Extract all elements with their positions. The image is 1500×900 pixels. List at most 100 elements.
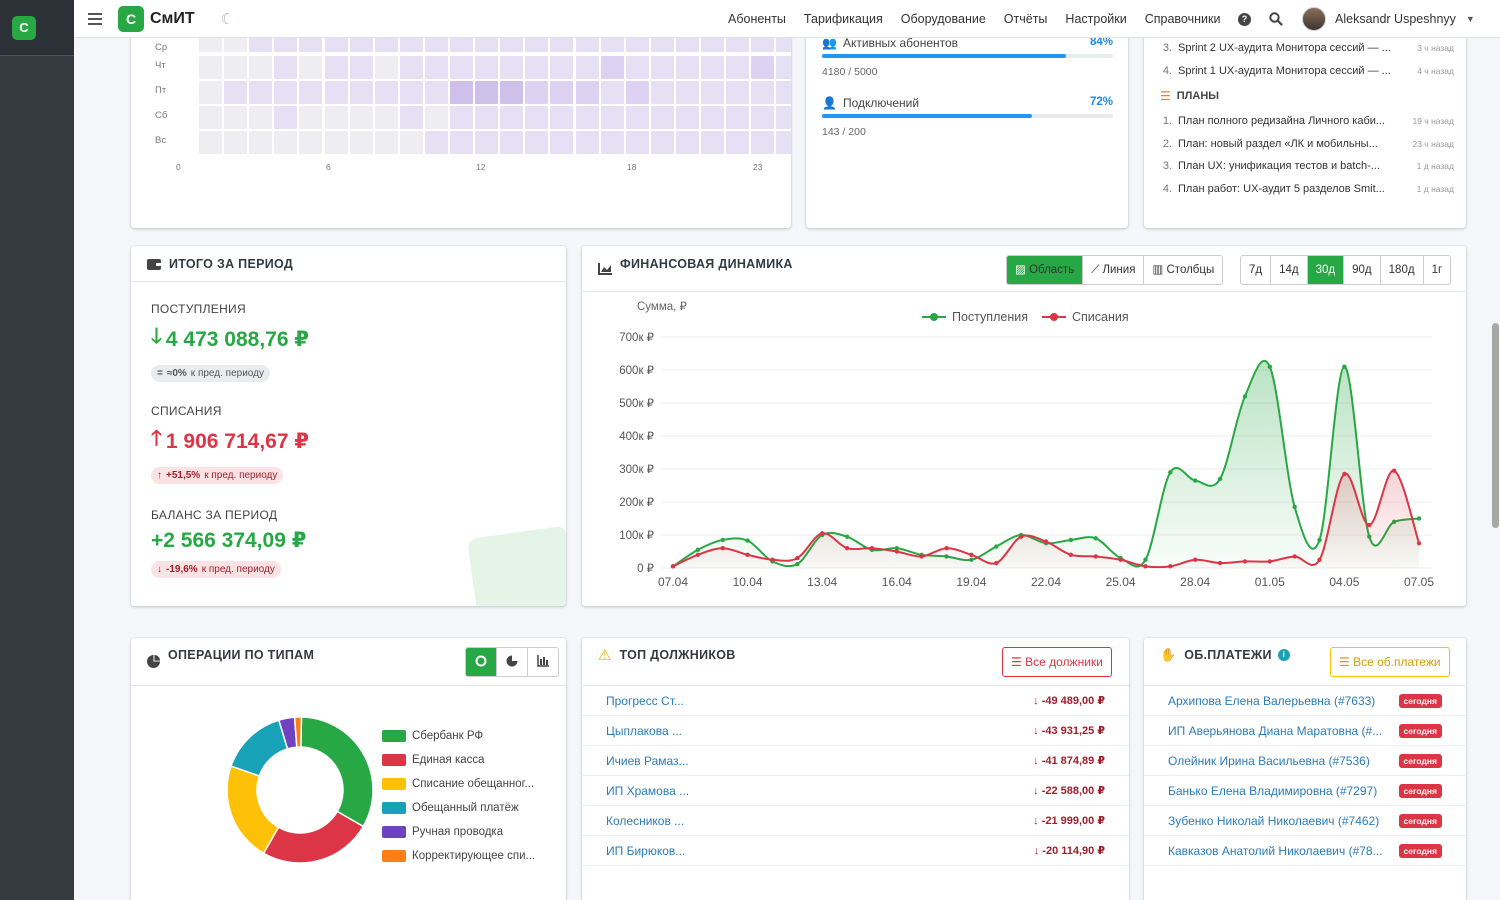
sidebar-logo[interactable]: С: [12, 15, 36, 40]
expense-point[interactable]: [1317, 557, 1322, 562]
promised-subscriber-link[interactable]: ИП Аверьянова Диана Маратовна (#...: [1168, 723, 1383, 738]
income-point[interactable]: [1342, 364, 1347, 369]
pie-view-button[interactable]: [497, 648, 528, 676]
heatmap-cell[interactable]: [500, 131, 524, 154]
heatmap-cell[interactable]: [349, 131, 373, 154]
heatmap-cell[interactable]: [500, 81, 524, 104]
income-point[interactable]: [844, 534, 850, 539]
view-area-button[interactable]: ▨ Область: [1007, 256, 1084, 284]
heatmap-cell[interactable]: [399, 56, 423, 79]
heatmap-cell[interactable]: [625, 106, 649, 129]
heatmap-cell[interactable]: [199, 131, 222, 154]
expense-point[interactable]: [1342, 471, 1347, 477]
debtor-name-link[interactable]: Прогресс Ст...: [606, 693, 684, 708]
heatmap-cell[interactable]: [575, 56, 599, 79]
heatmap-cell[interactable]: [650, 56, 674, 79]
heatmap-cell[interactable]: [374, 81, 398, 104]
nav-settings[interactable]: Настройки: [1065, 12, 1127, 26]
heatmap-cell[interactable]: [575, 81, 599, 104]
menu-toggle-icon[interactable]: [88, 12, 102, 25]
debtor-name-link[interactable]: Цыплакова ...: [606, 723, 682, 738]
income-point[interactable]: [1267, 364, 1272, 369]
heatmap-cell[interactable]: [500, 106, 524, 129]
ops-legend-item[interactable]: Корректирующее спи...: [382, 844, 535, 868]
heatmap-cell[interactable]: [650, 81, 674, 104]
expense-point[interactable]: [869, 546, 875, 551]
heatmap-cell[interactable]: [349, 106, 373, 129]
expense-point[interactable]: [969, 552, 974, 557]
income-point[interactable]: [1068, 537, 1074, 543]
all-debtors-button[interactable]: ☰ Все должники: [1002, 647, 1112, 677]
heatmap-cell[interactable]: [224, 106, 248, 129]
period-180d-button[interactable]: 180д: [1381, 256, 1424, 284]
nav-equipment[interactable]: Оборудование: [900, 12, 986, 26]
income-point[interactable]: [1193, 478, 1198, 483]
nav-tariffs[interactable]: Тарификация: [803, 12, 883, 26]
debtor-name-link[interactable]: ИП Храмова ...: [606, 783, 690, 798]
user-avatar[interactable]: [1302, 7, 1326, 31]
income-point[interactable]: [1143, 557, 1148, 562]
heatmap-cell[interactable]: [701, 131, 724, 154]
heatmap-cell[interactable]: [575, 131, 599, 154]
expense-point[interactable]: [670, 564, 676, 569]
heatmap-cell[interactable]: [475, 106, 499, 129]
heatmap-cell[interactable]: [751, 56, 775, 79]
income-point[interactable]: [1416, 516, 1422, 521]
app-logo[interactable]: С СмИТ: [118, 5, 195, 32]
expense-point[interactable]: [994, 560, 999, 566]
expense-point[interactable]: [1168, 564, 1173, 569]
promised-subscriber-link[interactable]: Олейник Ирина Васильевна (#7536): [1168, 753, 1370, 768]
heatmap-cell[interactable]: [550, 56, 574, 79]
expense-point[interactable]: [1292, 554, 1297, 559]
donut-slice[interactable]: [300, 716, 374, 828]
promised-subscriber-link[interactable]: Кавказов Анатолий Николаевич (#78...: [1168, 843, 1383, 858]
heatmap-cell[interactable]: [726, 131, 750, 154]
debtor-name-link[interactable]: ИП Бирюков...: [606, 843, 686, 858]
ops-legend-item[interactable]: Списание обещанног...: [382, 772, 535, 796]
nav-subscribers[interactable]: Абоненты: [728, 12, 786, 26]
donut-slice[interactable]: [262, 810, 365, 864]
heatmap-cell[interactable]: [450, 106, 473, 129]
expense-point[interactable]: [944, 546, 949, 551]
income-point[interactable]: [1317, 537, 1322, 543]
heatmap-cell[interactable]: [575, 106, 599, 129]
heatmap-cell[interactable]: [424, 56, 448, 79]
heatmap-cell[interactable]: [726, 56, 750, 79]
plan-item[interactable]: 2. План: новый раздел «ЛК и мобильны... 23…: [1162, 137, 1454, 150]
heatmap-cell[interactable]: [625, 56, 649, 79]
heatmap-cell[interactable]: [424, 81, 448, 104]
donut-slice[interactable]: [226, 765, 280, 855]
heatmap-cell[interactable]: [274, 131, 298, 154]
heatmap-cell[interactable]: [224, 131, 248, 154]
search-icon[interactable]: [1269, 12, 1283, 26]
expense-point[interactable]: [894, 549, 899, 554]
expense-point[interactable]: [919, 554, 924, 559]
heatmap-cell[interactable]: [349, 81, 373, 104]
heatmap-cell[interactable]: [324, 106, 348, 129]
expense-point[interactable]: [1043, 539, 1049, 544]
heatmap-cell[interactable]: [701, 106, 724, 129]
heatmap-cell[interactable]: [450, 81, 473, 104]
heatmap-cell[interactable]: [324, 131, 348, 154]
income-point[interactable]: [1242, 394, 1248, 399]
heatmap-cell[interactable]: [374, 131, 398, 154]
expense-point[interactable]: [1093, 554, 1098, 559]
heatmap-cell[interactable]: [374, 106, 398, 129]
heatmap-cell[interactable]: [349, 56, 373, 79]
all-promised-button[interactable]: ☰ Все об.платежи: [1330, 647, 1450, 677]
sprint-item[interactable]: 4. Sprint 1 UX-аудита Монитора сессий — .…: [1162, 64, 1454, 77]
sidebar-brand[interactable]: С: [0, 0, 74, 56]
heatmap-cell[interactable]: [776, 131, 791, 154]
heatmap-cell[interactable]: [525, 131, 549, 154]
expense-point[interactable]: [1267, 559, 1272, 564]
heatmap-cell[interactable]: [650, 106, 674, 129]
heatmap-cell[interactable]: [525, 56, 549, 79]
heatmap-cell[interactable]: [675, 56, 699, 79]
help-icon[interactable]: ?: [1238, 12, 1251, 26]
expense-point[interactable]: [795, 555, 800, 561]
legend-label-expense[interactable]: Списания: [1072, 310, 1129, 324]
heatmap-cell[interactable]: [600, 56, 624, 79]
bar-view-button[interactable]: [528, 648, 558, 676]
expense-point[interactable]: [1118, 557, 1123, 562]
heatmap-cell[interactable]: [399, 106, 423, 129]
